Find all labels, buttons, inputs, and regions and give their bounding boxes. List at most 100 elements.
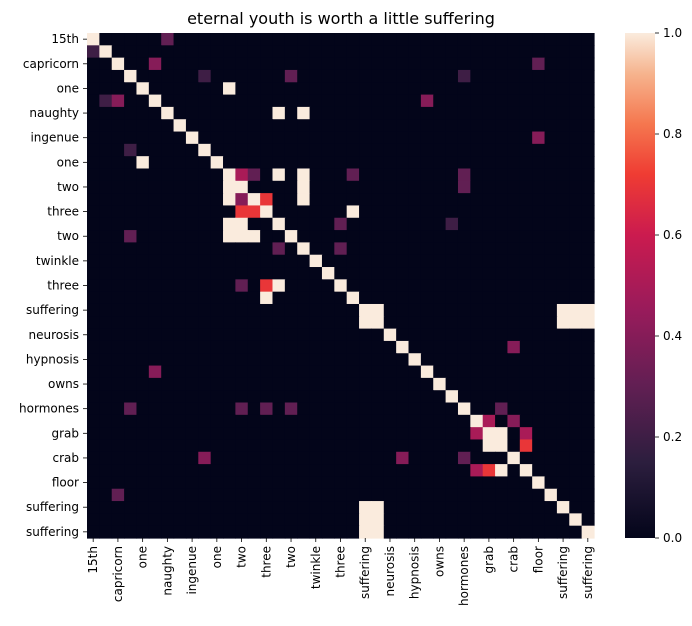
heatmap-cell bbox=[87, 267, 100, 280]
heatmap-cell bbox=[210, 69, 224, 83]
heatmap-cell bbox=[334, 217, 348, 231]
heatmap-cell bbox=[346, 488, 360, 502]
heatmap-cell bbox=[507, 33, 521, 46]
heatmap-cell bbox=[470, 69, 484, 83]
heatmap-cell bbox=[544, 390, 558, 404]
heatmap-cell bbox=[396, 513, 410, 527]
heatmap-cell bbox=[99, 476, 113, 490]
heatmap-cell bbox=[408, 193, 422, 207]
heatmap-cell bbox=[235, 180, 249, 194]
heatmap-cell bbox=[383, 402, 397, 416]
heatmap-cell bbox=[99, 94, 113, 108]
heatmap-cell bbox=[297, 414, 311, 428]
heatmap-cell bbox=[346, 57, 360, 71]
heatmap-cell bbox=[99, 439, 113, 453]
heatmap-cell bbox=[99, 267, 113, 280]
heatmap-cell bbox=[457, 525, 471, 539]
heatmap-cell bbox=[556, 106, 570, 120]
heatmap-cell bbox=[396, 464, 410, 478]
heatmap-cell bbox=[581, 402, 595, 416]
heatmap-cell bbox=[383, 156, 397, 170]
heatmap-cell bbox=[111, 279, 125, 293]
heatmap-cell bbox=[272, 365, 286, 379]
heatmap-cell bbox=[420, 303, 434, 317]
heatmap-cell bbox=[198, 267, 212, 280]
heatmap-cell bbox=[99, 488, 113, 502]
heatmap-cell bbox=[247, 69, 261, 83]
heatmap-cell bbox=[581, 365, 595, 379]
heatmap-cell bbox=[223, 390, 236, 404]
heatmap-cell bbox=[470, 106, 484, 120]
heatmap-cell bbox=[482, 106, 496, 120]
heatmap-cell bbox=[309, 33, 323, 46]
heatmap-cell bbox=[408, 82, 422, 96]
heatmap-cell bbox=[457, 119, 471, 133]
heatmap-cell bbox=[445, 242, 459, 256]
heatmap-cell bbox=[371, 291, 385, 305]
heatmap-cell bbox=[247, 242, 261, 256]
heatmap-cell bbox=[210, 414, 224, 428]
heatmap-cell bbox=[136, 217, 150, 231]
heatmap-cell bbox=[198, 414, 212, 428]
heatmap-cell bbox=[136, 525, 150, 539]
heatmap-cell bbox=[223, 377, 236, 391]
heatmap-cell bbox=[260, 143, 274, 157]
heatmap-cell bbox=[210, 143, 224, 157]
heatmap-cell bbox=[495, 267, 509, 280]
heatmap-cell bbox=[185, 143, 199, 157]
heatmap-cell bbox=[544, 303, 558, 317]
heatmap-cell bbox=[185, 156, 199, 170]
heatmap-cell bbox=[470, 143, 484, 157]
heatmap-cell bbox=[507, 45, 521, 59]
heatmap-cell bbox=[396, 94, 410, 108]
heatmap-cell bbox=[346, 143, 360, 157]
heatmap-cell bbox=[495, 279, 509, 293]
heatmap-cell bbox=[482, 427, 496, 441]
heatmap-cell bbox=[346, 427, 360, 441]
heatmap-cell bbox=[272, 119, 286, 133]
heatmap-cell bbox=[223, 33, 236, 46]
heatmap-cell bbox=[111, 414, 125, 428]
heatmap-cell bbox=[309, 168, 323, 182]
heatmap-cell bbox=[297, 217, 311, 231]
heatmap-cell bbox=[470, 439, 484, 453]
heatmap-cell bbox=[532, 365, 546, 379]
heatmap-cell bbox=[495, 464, 509, 478]
heatmap-cell bbox=[284, 427, 298, 441]
heatmap-cell bbox=[581, 193, 595, 207]
heatmap-cell bbox=[445, 69, 459, 83]
heatmap-cell bbox=[148, 254, 162, 268]
heatmap-cell bbox=[445, 131, 459, 145]
heatmap-cell bbox=[532, 414, 546, 428]
y-tick-label: crab bbox=[52, 451, 79, 465]
heatmap-cell bbox=[309, 131, 323, 145]
heatmap-cell bbox=[309, 390, 323, 404]
heatmap-cell bbox=[396, 230, 410, 243]
heatmap-cell bbox=[87, 156, 100, 170]
heatmap-cell bbox=[247, 143, 261, 157]
heatmap-cell bbox=[495, 156, 509, 170]
heatmap-cell bbox=[346, 168, 360, 182]
heatmap-cell bbox=[260, 340, 274, 354]
heatmap-cell bbox=[383, 488, 397, 502]
heatmap-cell bbox=[321, 205, 335, 219]
heatmap-cell bbox=[198, 143, 212, 157]
heatmap-cell bbox=[569, 131, 583, 145]
heatmap-cell bbox=[198, 377, 212, 391]
heatmap-cell bbox=[383, 69, 397, 83]
heatmap-cell bbox=[507, 69, 521, 83]
heatmap-cell bbox=[433, 94, 447, 108]
heatmap-cell bbox=[359, 267, 373, 280]
heatmap-cell bbox=[297, 69, 311, 83]
heatmap-cell bbox=[495, 205, 509, 219]
heatmap-cell bbox=[556, 193, 570, 207]
heatmap-cell bbox=[359, 279, 373, 293]
heatmap-cell bbox=[581, 254, 595, 268]
heatmap-cell bbox=[359, 242, 373, 256]
heatmap-cell bbox=[359, 33, 373, 46]
heatmap-cell bbox=[136, 267, 150, 280]
heatmap-cell bbox=[383, 217, 397, 231]
heatmap-cell bbox=[247, 377, 261, 391]
heatmap-cell bbox=[87, 45, 100, 59]
heatmap-cell bbox=[569, 303, 583, 317]
